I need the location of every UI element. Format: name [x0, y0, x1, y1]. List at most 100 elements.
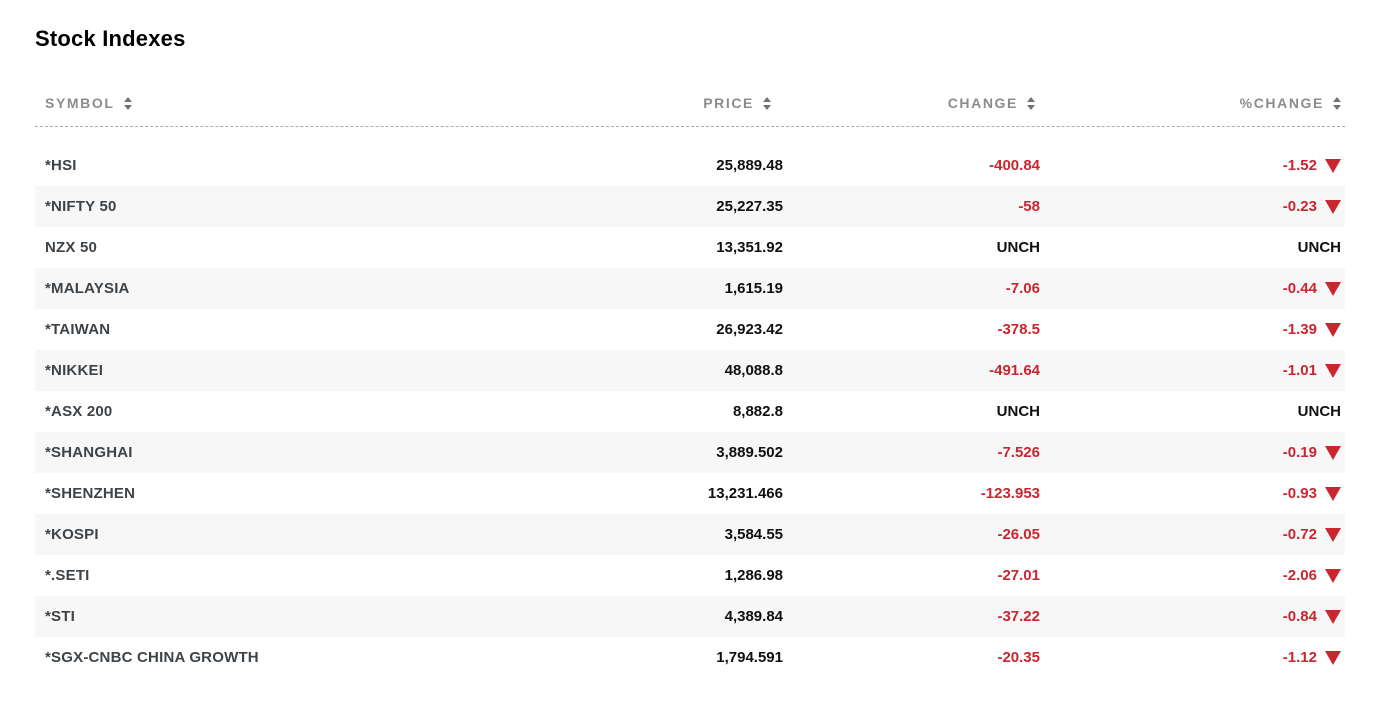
pct-change-value: -0.23	[1282, 198, 1317, 215]
pct-change-cell: -1.12	[1040, 649, 1345, 666]
pct-change-cell: UNCH	[1040, 239, 1345, 256]
sort-down-arrow-icon	[1027, 104, 1035, 110]
table-row: *SHANGHAI 3,889.502 -7.526 -0.19	[35, 432, 1345, 473]
down-arrow-icon	[1325, 527, 1341, 542]
pct-change-cell: -0.23	[1040, 198, 1345, 215]
symbol-cell[interactable]: *SGX-CNBC CHINA GROWTH	[45, 649, 259, 666]
price-cell: 25,227.35	[716, 198, 783, 215]
table-row: *ASX 200 8,882.8 UNCH UNCH	[35, 391, 1345, 432]
symbol-cell[interactable]: *MALAYSIA	[45, 280, 130, 297]
down-arrow-icon	[1325, 363, 1341, 378]
pct-change-cell: -2.06	[1040, 567, 1345, 584]
symbol-cell[interactable]: *HSI	[45, 157, 77, 174]
down-arrow-icon	[1325, 322, 1341, 337]
change-cell: UNCH	[996, 403, 1040, 420]
pct-change-value: -1.39	[1282, 321, 1317, 338]
stock-indexes-module: Stock Indexes SYMBOL PRICE CHANGE %CHANG…	[35, 26, 1345, 678]
table-row: *STI 4,389.84 -37.22 -0.84	[35, 596, 1345, 637]
pct-change-cell: -0.84	[1040, 608, 1345, 625]
price-cell: 13,231.466	[707, 485, 783, 502]
sort-down-arrow-icon	[123, 104, 132, 110]
pct-change-value: -0.93	[1282, 485, 1317, 502]
price-cell: 4,389.84	[724, 608, 783, 625]
column-header-price-label: PRICE	[703, 95, 754, 111]
pct-change-cell: UNCH	[1040, 403, 1345, 420]
symbol-cell[interactable]: *ASX 200	[45, 403, 113, 420]
down-arrow-icon	[1325, 568, 1341, 583]
pct-change-cell: -0.44	[1040, 280, 1345, 297]
table-row: *.SETI 1,286.98 -27.01 -2.06	[35, 555, 1345, 596]
table-row: *MALAYSIA 1,615.19 -7.06 -0.44	[35, 268, 1345, 309]
pct-change-value: -1.01	[1282, 362, 1317, 379]
down-arrow-icon	[1325, 199, 1341, 214]
down-arrow-icon	[1325, 158, 1341, 173]
table-header-row: SYMBOL PRICE CHANGE %CHANGE	[35, 80, 1345, 127]
symbol-cell[interactable]: *STI	[45, 608, 75, 625]
column-header-symbol-label: SYMBOL	[45, 95, 115, 111]
symbol-cell[interactable]: *SHANGHAI	[45, 444, 133, 461]
change-cell: -20.35	[997, 649, 1040, 666]
table-row: *NIFTY 50 25,227.35 -58 -0.23	[35, 186, 1345, 227]
change-cell: -26.05	[997, 526, 1040, 543]
price-cell: 8,882.8	[732, 403, 783, 420]
pct-change-value: UNCH	[1297, 239, 1341, 256]
symbol-cell[interactable]: NZX 50	[45, 239, 98, 256]
down-arrow-icon	[1325, 445, 1341, 460]
pct-change-value: -0.72	[1282, 526, 1317, 543]
sort-up-arrow-icon	[1027, 96, 1035, 102]
symbol-cell[interactable]: *.SETI	[45, 567, 90, 584]
table-row: *TAIWAN 26,923.42 -378.5 -1.39	[35, 309, 1345, 350]
symbol-cell[interactable]: *TAIWAN	[45, 321, 111, 338]
pct-change-value: -0.84	[1282, 608, 1317, 625]
pct-change-cell: -0.19	[1040, 444, 1345, 461]
sort-icon[interactable]	[1333, 96, 1341, 110]
down-arrow-icon	[1325, 486, 1341, 501]
change-cell: -7.526	[997, 444, 1040, 461]
symbol-cell[interactable]: *SHENZHEN	[45, 485, 136, 502]
symbol-cell[interactable]: *NIFTY 50	[45, 198, 117, 215]
price-cell: 1,794.591	[716, 649, 783, 666]
price-cell: 13,351.92	[716, 239, 783, 256]
pct-change-value: UNCH	[1297, 403, 1341, 420]
stock-indexes-table: SYMBOL PRICE CHANGE %CHANGE *HSI 25,889.…	[35, 80, 1345, 678]
column-header-change-label: CHANGE	[947, 95, 1018, 111]
sort-icon[interactable]	[123, 96, 132, 110]
change-cell: -7.06	[1005, 280, 1040, 297]
pct-change-cell: -1.52	[1040, 157, 1345, 174]
change-cell: -37.22	[997, 608, 1040, 625]
change-cell: UNCH	[996, 239, 1040, 256]
table-row: *NIKKEI 48,088.8 -491.64 -1.01	[35, 350, 1345, 391]
price-cell: 1,615.19	[724, 280, 783, 297]
table-body: *HSI 25,889.48 -400.84 -1.52 *NIFTY 50 2…	[35, 145, 1345, 678]
pct-change-value: -1.52	[1282, 157, 1317, 174]
sort-icon[interactable]	[1027, 96, 1035, 110]
change-cell: -491.64	[989, 362, 1040, 379]
symbol-cell[interactable]: *NIKKEI	[45, 362, 104, 379]
symbol-cell[interactable]: *KOSPI	[45, 526, 99, 543]
sort-up-arrow-icon	[763, 96, 771, 102]
sort-icon[interactable]	[763, 96, 771, 110]
sort-up-arrow-icon	[123, 96, 132, 102]
pct-change-cell: -1.39	[1040, 321, 1345, 338]
price-cell: 1,286.98	[724, 567, 783, 584]
table-row: *SHENZHEN 13,231.466 -123.953 -0.93	[35, 473, 1345, 514]
page-title: Stock Indexes	[35, 26, 186, 51]
table-row: *KOSPI 3,584.55 -26.05 -0.72	[35, 514, 1345, 555]
down-arrow-icon	[1325, 650, 1341, 665]
column-header-change[interactable]: CHANGE	[783, 95, 1040, 111]
column-header-pct-change[interactable]: %CHANGE	[1040, 95, 1345, 111]
sort-up-arrow-icon	[1333, 96, 1341, 102]
column-header-symbol[interactable]: SYMBOL	[35, 95, 485, 111]
column-header-price[interactable]: PRICE	[485, 95, 783, 111]
change-cell: -400.84	[989, 157, 1040, 174]
pct-change-value: -2.06	[1282, 567, 1317, 584]
price-cell: 26,923.42	[716, 321, 783, 338]
table-row: *HSI 25,889.48 -400.84 -1.52	[35, 145, 1345, 186]
column-header-pct-change-label: %CHANGE	[1239, 95, 1324, 111]
table-row: NZX 50 13,351.92 UNCH UNCH	[35, 227, 1345, 268]
pct-change-cell: -0.93	[1040, 485, 1345, 502]
change-cell: -58	[1018, 198, 1040, 215]
price-cell: 3,889.502	[716, 444, 783, 461]
pct-change-value: -1.12	[1282, 649, 1317, 666]
down-arrow-icon	[1325, 609, 1341, 624]
